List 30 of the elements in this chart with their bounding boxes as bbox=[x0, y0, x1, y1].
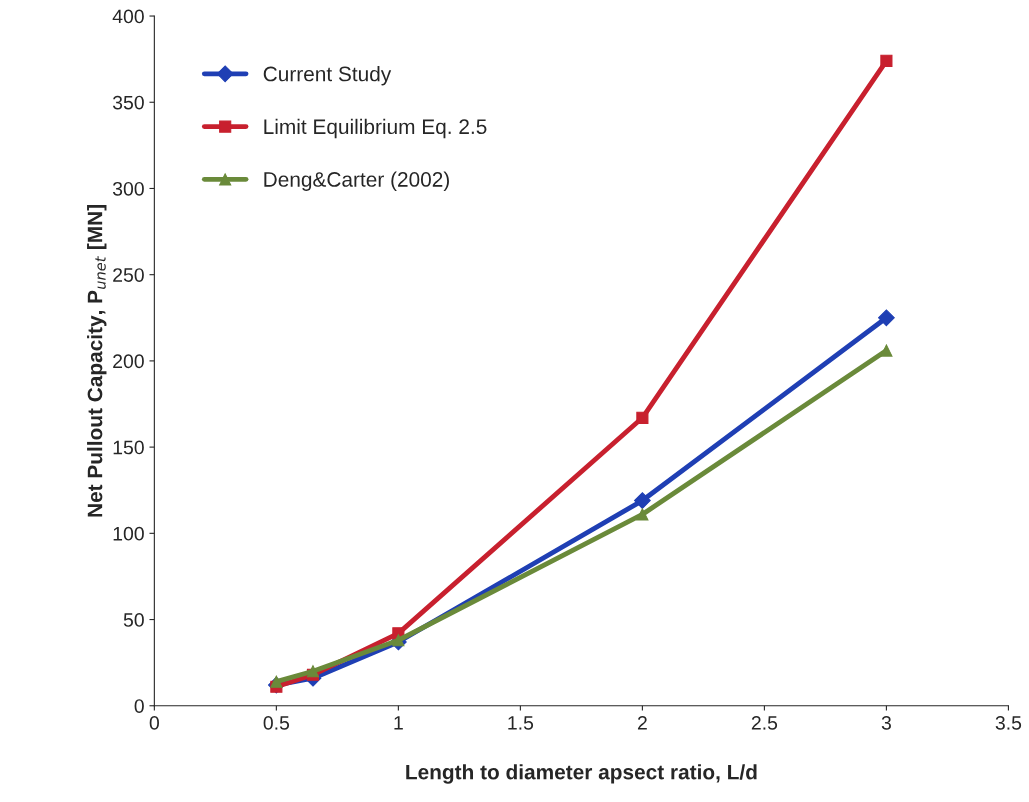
y-axis-title: Net Pullout Capacity, P$_{unet}$ [MN] bbox=[87, 205, 107, 517]
y-tick-label: 100 bbox=[113, 526, 144, 541]
x-tick-label: 1.5 bbox=[508, 716, 534, 730]
point bbox=[880, 344, 893, 357]
y-tick-label: 50 bbox=[123, 613, 144, 627]
x-tick-label: 2.5 bbox=[751, 716, 778, 730]
y-tick-label: 0 bbox=[134, 699, 144, 713]
legend-label: Deng&Carter (2002) bbox=[264, 171, 449, 191]
y-tick-label: 400 bbox=[112, 9, 144, 24]
point bbox=[270, 675, 283, 688]
x-tick-label: 3.5 bbox=[995, 716, 1022, 730]
x-tick-label: 2 bbox=[637, 716, 647, 730]
legend-label: Current Study bbox=[263, 66, 392, 86]
x-tick-label: 0 bbox=[149, 716, 159, 730]
point bbox=[880, 54, 893, 67]
point bbox=[636, 411, 649, 424]
y-tick-label: 200 bbox=[113, 354, 144, 369]
point bbox=[392, 634, 405, 647]
x-axis-title: Length to diameter apsect ratio, L/d bbox=[406, 764, 757, 784]
point bbox=[636, 508, 649, 521]
x-tick-label: 1 bbox=[394, 716, 403, 730]
x-tick-label: 0.5 bbox=[263, 716, 290, 730]
legend-label: Limit Equilibrium Eq. 2.5 bbox=[264, 118, 487, 139]
y-tick-label: 350 bbox=[112, 95, 144, 110]
y-tick-label: 300 bbox=[112, 181, 144, 196]
y-tick-label: 150 bbox=[113, 440, 144, 455]
x-tick-label: 3 bbox=[881, 716, 891, 730]
point bbox=[878, 309, 895, 327]
y-tick-label: 250 bbox=[113, 268, 144, 282]
point bbox=[634, 492, 651, 509]
